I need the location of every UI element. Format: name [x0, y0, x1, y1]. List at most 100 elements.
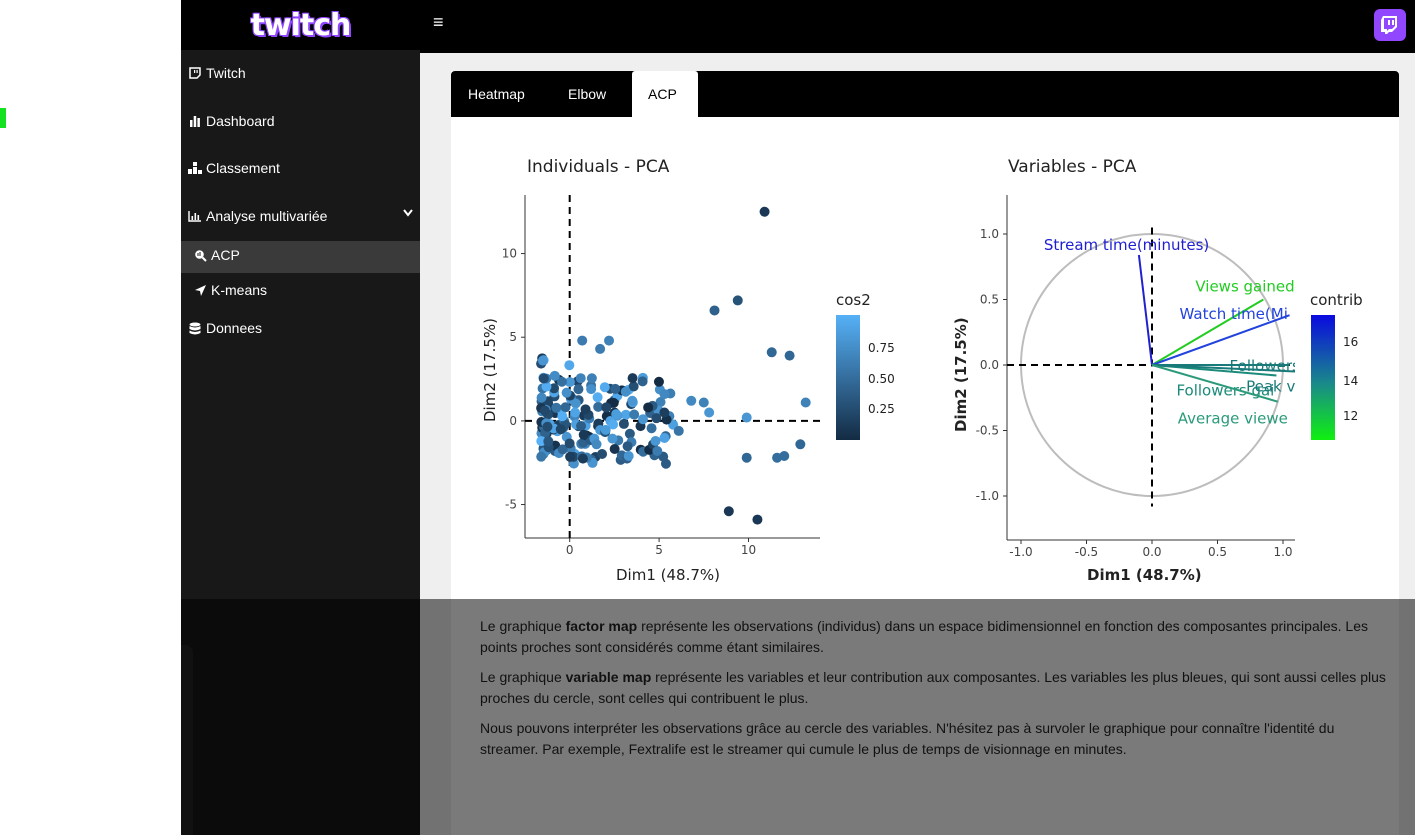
cluster-point	[576, 421, 587, 432]
description-paragraph-3: Nous pouvons interpréter les observation…	[480, 720, 1335, 757]
cluster-point	[592, 392, 603, 403]
y-tick-label: -0.5	[976, 424, 999, 438]
sidebar-item-label: ACP	[211, 247, 240, 263]
cluster-point	[577, 453, 588, 464]
data-point	[795, 439, 806, 450]
cluster-point	[659, 432, 670, 443]
cluster-point	[609, 443, 620, 454]
cluster-point	[557, 411, 568, 422]
cluster-point	[600, 424, 611, 435]
cluster-point	[586, 373, 597, 384]
cluster-point	[593, 401, 604, 412]
location-arrow-icon	[193, 284, 207, 297]
sidebar-item-kmeans[interactable]: K-means	[193, 282, 267, 298]
y-tick-label: 0.5	[980, 293, 999, 307]
variable-label: Watch time(Mi	[1180, 305, 1288, 323]
x-axis-label: Dim1 (48.7%)	[1087, 566, 1202, 584]
chart-title: Variables - PCA	[1008, 157, 1137, 177]
sidebar-item-label: Donnees	[206, 320, 263, 336]
sidebar-item-donnees[interactable]: Donnees	[188, 320, 262, 336]
variable-arrow	[1151, 364, 1279, 403]
cluster-point	[607, 433, 618, 444]
data-point	[709, 305, 720, 316]
x-tick-label: 0.0	[1142, 545, 1161, 559]
twitch-glitch-icon[interactable]	[1374, 9, 1406, 41]
cluster-point	[539, 405, 550, 416]
y-tick-label: -5	[505, 498, 517, 512]
sidebar-item-classement[interactable]: Classement	[188, 160, 280, 176]
cluster-point	[564, 438, 575, 449]
sidebar-active-highlight	[181, 241, 420, 273]
data-point	[800, 397, 811, 408]
variable-arrow	[1137, 254, 1153, 366]
x-tick-label: -0.5	[1075, 545, 1098, 559]
twitch-glitch-icon	[188, 67, 202, 79]
cluster-point	[597, 449, 608, 460]
cluster-point	[653, 376, 664, 387]
y-tick-label: 0.0	[980, 358, 999, 372]
legend-tick: 16	[1343, 335, 1358, 349]
tab-label: Heatmap	[468, 86, 525, 102]
x-tick-label: 0	[566, 543, 574, 557]
sidebar-item-acp[interactable]: ACP	[193, 247, 240, 263]
variables-pca-chart[interactable]: Variables - PCA -1.0 -0.5 0.0 0.5 1.0 -1.0 -0.…	[945, 150, 1385, 590]
cluster-point	[601, 402, 612, 413]
sidebar-item-twitch[interactable]: Twitch	[188, 65, 246, 81]
tab-elbow[interactable]: Elbow	[552, 71, 622, 117]
legend-tick: 14	[1343, 374, 1358, 388]
data-point	[766, 347, 777, 358]
sidebar-item-analyse-multivariee[interactable]: Analyse multivariée	[188, 208, 327, 224]
chevron-down-icon[interactable]	[403, 208, 413, 220]
data-point	[779, 451, 790, 462]
loading-overlay	[181, 599, 1415, 835]
data-point	[698, 397, 709, 408]
sidebar-item-label: K-means	[211, 282, 268, 298]
x-tick-label: 5	[655, 543, 663, 557]
legend-title: cos2	[836, 291, 871, 309]
variable-label: Stream time(minutes)	[1044, 236, 1209, 254]
cluster-point	[651, 413, 662, 424]
cluster-point	[557, 444, 568, 455]
data-point	[759, 206, 770, 217]
brand-logo[interactable]: twitch	[181, 0, 420, 50]
x-tick-label: 1.0	[1273, 545, 1292, 559]
data-point	[627, 395, 638, 406]
cluster-point	[610, 383, 621, 394]
database-icon	[188, 322, 202, 335]
cluster-point	[620, 386, 631, 397]
sidebar-item-label: Classement	[206, 160, 280, 176]
cluster-point	[556, 376, 567, 387]
individuals-pca-chart[interactable]: Individuals - PCA 0 5 10 -5 0 5 10 Dim1 (48.7%…	[470, 150, 910, 590]
data-point	[623, 451, 634, 462]
sidebar-item-label: Analyse multivariée	[206, 208, 328, 224]
cluster-point	[536, 451, 547, 462]
y-tick-label: 1.0	[980, 227, 999, 241]
data-point	[650, 435, 661, 446]
cluster-point	[643, 402, 654, 413]
cluster-point	[580, 404, 591, 415]
bar-chart-icon	[188, 115, 202, 127]
tab-label: ACP	[648, 86, 677, 102]
cluster-point	[620, 409, 631, 420]
y-tick-label: 10	[502, 247, 517, 261]
cluster-point	[618, 418, 629, 429]
cluster-point	[599, 382, 610, 393]
cluster-point	[637, 376, 648, 387]
cluster-point	[629, 409, 640, 420]
data-point	[611, 409, 622, 420]
legend-tick: 0.75	[868, 341, 895, 355]
variable-arrow	[1151, 364, 1295, 373]
data-point	[577, 335, 588, 346]
description-paragraph-2: Le graphique variable map représente les…	[480, 669, 1386, 706]
cluster-point	[564, 377, 575, 388]
legend-tick: 0.25	[868, 402, 895, 416]
tab-acp[interactable]: ACP	[632, 71, 698, 117]
data-point	[704, 407, 715, 418]
page-marker	[0, 108, 6, 128]
cluster-point	[570, 398, 581, 409]
sidebar-item-dashboard[interactable]: Dashboard	[188, 113, 275, 129]
tab-heatmap[interactable]: Heatmap	[452, 71, 541, 117]
data-point	[784, 350, 795, 361]
cluster-point	[628, 381, 639, 392]
hamburger-icon[interactable]: ≡	[433, 12, 444, 32]
